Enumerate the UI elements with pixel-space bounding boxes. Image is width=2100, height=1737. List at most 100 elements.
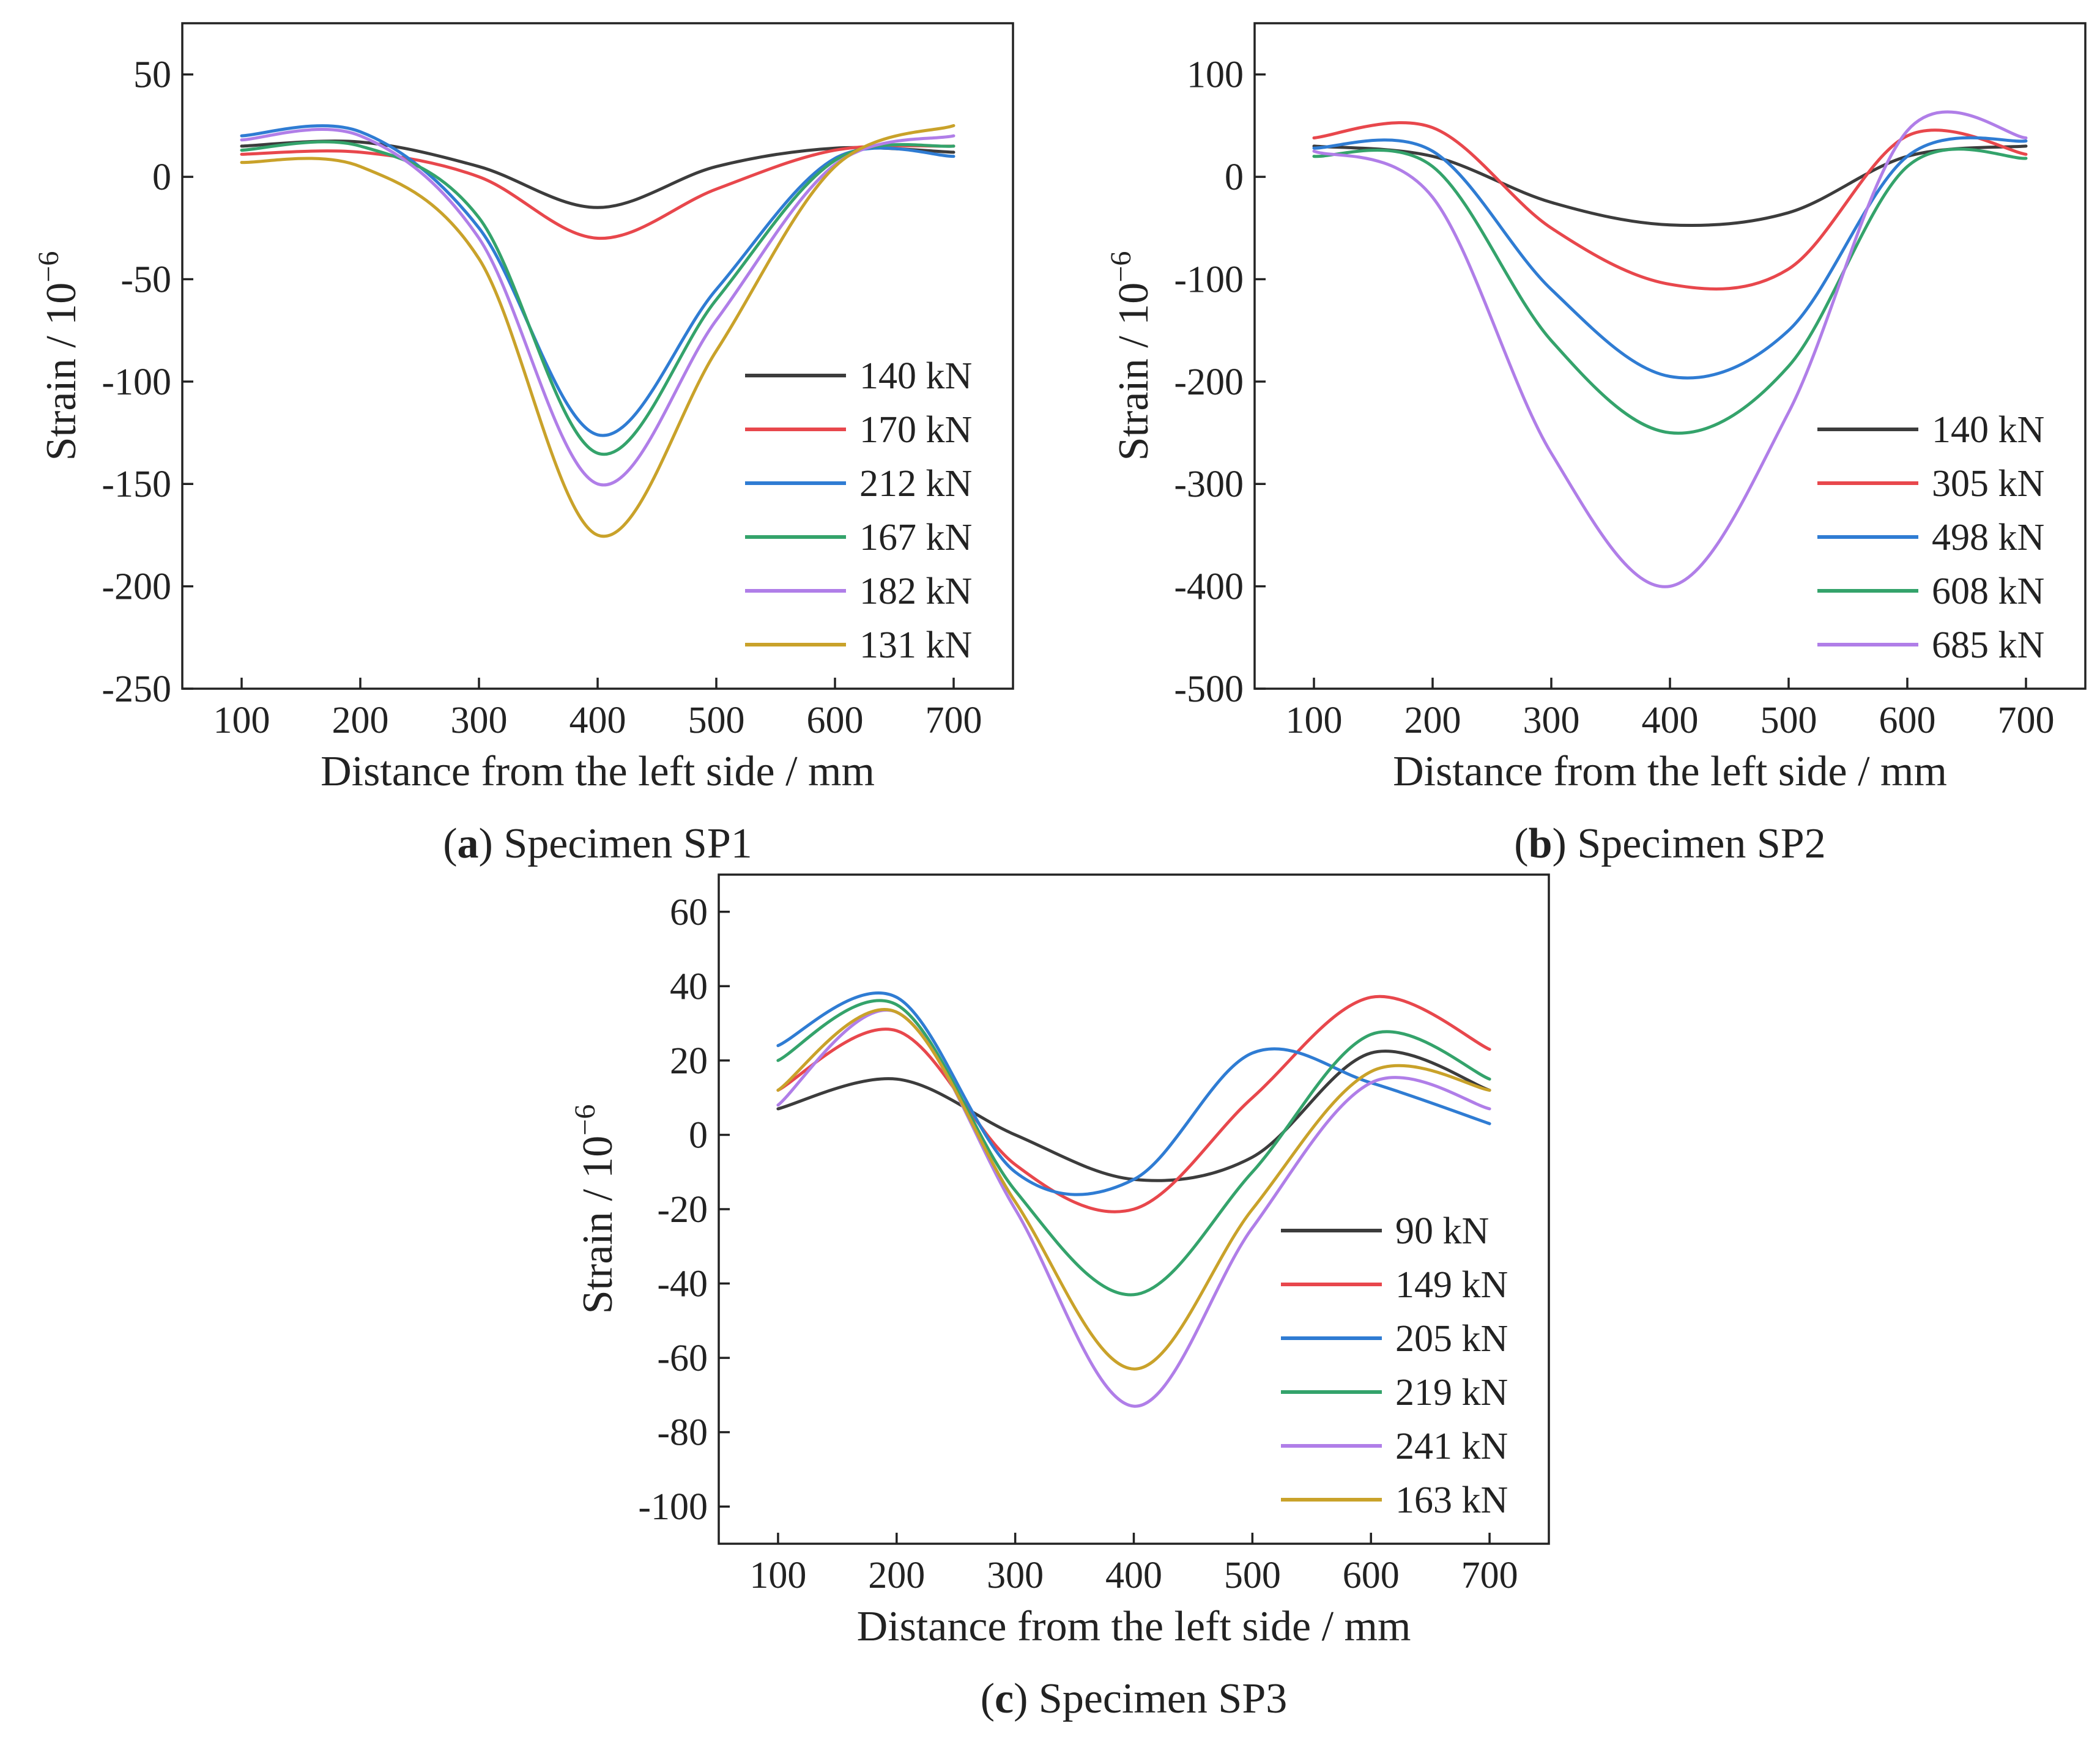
legend: 140 kN 305 kN 498 kN 608 kN 685 kN xyxy=(1817,409,2044,666)
caption-letter: a xyxy=(458,820,479,867)
legend-label: 170 kN xyxy=(859,409,972,451)
series-line-219-kN xyxy=(776,999,1491,1297)
x-tick-label: 400 xyxy=(1642,700,1699,741)
x-tick-label: 700 xyxy=(926,700,982,741)
series-line-90-kN xyxy=(776,1050,1491,1182)
x-tick-label: 100 xyxy=(213,700,270,741)
legend-label: 163 kN xyxy=(1395,1480,1508,1521)
y-tick-label: 40 xyxy=(670,966,708,1007)
y-axis-label: Strain / 10−6 xyxy=(32,251,85,461)
y-tick-label: -20 xyxy=(657,1189,708,1231)
x-tick-label: 300 xyxy=(451,700,508,741)
legend-label: 149 kN xyxy=(1395,1264,1508,1306)
legend-label: 205 kN xyxy=(1395,1318,1508,1360)
series-line-167-kN xyxy=(240,140,955,456)
legend: 140 kN 170 kN 212 kN 167 kN 182 kN 131 kN xyxy=(745,355,972,666)
y-tick-label: 50 xyxy=(133,54,171,96)
panel-caption: (b) Specimen SP2 xyxy=(1514,820,1825,867)
legend-label: 608 kN xyxy=(1932,571,2044,612)
x-tick-label: 400 xyxy=(570,700,626,741)
y-tick-label: 100 xyxy=(1187,54,1244,96)
y-tick-label: 20 xyxy=(670,1040,708,1082)
y-tick-label: -400 xyxy=(1174,566,1244,608)
x-tick-label: 200 xyxy=(868,1555,925,1596)
x-tick-label: 700 xyxy=(1998,700,2055,741)
series-line-131-kN xyxy=(240,124,955,538)
y-axis-label-main: Strain / 10 xyxy=(574,1136,621,1314)
y-tick-label: -40 xyxy=(657,1264,708,1305)
caption-letter: b xyxy=(1529,820,1553,867)
legend-label: 498 kN xyxy=(1932,517,2044,558)
x-tick-label: 300 xyxy=(1523,700,1580,741)
y-axis-label-main: Strain / 10 xyxy=(38,283,85,461)
legend-label: 212 kN xyxy=(859,463,972,505)
panel-caption: (c) Specimen SP3 xyxy=(981,1675,1288,1722)
y-tick-label: -200 xyxy=(1174,361,1244,403)
x-tick-label: 100 xyxy=(749,1555,806,1596)
series-line-205-kN xyxy=(776,991,1491,1196)
legend: 90 kN 149 kN 205 kN 219 kN 241 kN 163 kN xyxy=(1281,1210,1508,1521)
series-line-212-kN xyxy=(240,124,955,437)
y-tick-label: -300 xyxy=(1174,464,1244,505)
legend-label: 140 kN xyxy=(859,355,972,397)
series-line-685-kN xyxy=(1312,110,2028,588)
y-tick-label: -500 xyxy=(1174,669,1244,710)
x-axis-label: Distance from the left side / mm xyxy=(1393,748,1947,795)
series-line-608-kN xyxy=(1312,147,2028,435)
chart-panel-a: 100 200 300 400 500 600 700500-50-100-150-200-… xyxy=(32,22,1014,867)
x-tick-label: 600 xyxy=(1879,700,1936,741)
legend-label: 140 kN xyxy=(1932,409,2044,451)
series-line-182-kN xyxy=(240,128,955,487)
x-tick-label: 300 xyxy=(987,1555,1044,1596)
y-tick-label: -100 xyxy=(638,1486,708,1528)
caption-letter: c xyxy=(995,1675,1014,1722)
x-tick-label: 600 xyxy=(807,700,864,741)
y-axis-label: Strain / 10−6 xyxy=(1105,251,1157,461)
x-tick-label: 500 xyxy=(1224,1555,1281,1596)
x-axis-label: Distance from the left side / mm xyxy=(321,748,875,795)
x-tick-label: 100 xyxy=(1286,700,1343,741)
caption-text: Specimen SP2 xyxy=(1567,820,1826,867)
series-line-149-kN xyxy=(776,994,1491,1213)
series-line-163-kN xyxy=(776,1008,1491,1371)
series-line-498-kN xyxy=(1312,136,2028,380)
legend-label: 167 kN xyxy=(859,517,972,558)
legend-label: 182 kN xyxy=(859,571,972,612)
legend-label: 685 kN xyxy=(1932,624,2044,666)
panel-caption: (a) Specimen SP1 xyxy=(443,820,752,867)
chart-panel-c: 100 200 300 400 500 600 7006040200-20-40-60-80… xyxy=(569,873,1550,1722)
y-axis-label-main: Strain / 10 xyxy=(1110,283,1157,461)
y-tick-label: -60 xyxy=(657,1338,708,1379)
legend-label: 131 kN xyxy=(859,624,972,666)
chart-panel-b: 100 200 300 400 500 600 700 100 0 -100 -200 -300 -40… xyxy=(1105,22,2087,867)
y-tick-label: 0 xyxy=(1225,157,1244,198)
y-axis-label-exponent: −6 xyxy=(1105,251,1137,283)
x-tick-label: 200 xyxy=(1404,700,1461,741)
x-tick-label: 500 xyxy=(688,700,745,741)
y-tick-label: -200 xyxy=(102,566,171,608)
y-tick-label: -250 xyxy=(102,669,171,710)
x-tick-label: 200 xyxy=(332,700,389,741)
y-tick-label: 60 xyxy=(670,892,708,933)
y-tick-label: -150 xyxy=(102,464,171,505)
legend-label: 90 kN xyxy=(1395,1210,1489,1252)
x-axis-label: Distance from the left side / mm xyxy=(857,1603,1411,1650)
y-axis-label: Strain / 10−6 xyxy=(569,1105,621,1314)
series-line-140-kN xyxy=(240,139,955,209)
y-axis-label-exponent: −6 xyxy=(32,251,65,283)
series-line-170-kN xyxy=(240,144,955,240)
y-axis-label-exponent: −6 xyxy=(569,1105,601,1136)
x-tick-label: 500 xyxy=(1761,700,1817,741)
y-tick-label: 0 xyxy=(689,1114,708,1156)
series-line-305-kN xyxy=(1312,121,2028,291)
legend-label: 305 kN xyxy=(1932,463,2044,505)
caption-text: Specimen SP1 xyxy=(493,820,752,867)
x-tick-label: 600 xyxy=(1343,1555,1400,1596)
y-tick-label: -50 xyxy=(121,259,171,300)
x-tick-label: 700 xyxy=(1461,1555,1518,1596)
legend-label: 241 kN xyxy=(1395,1426,1508,1467)
x-tick-label: 400 xyxy=(1105,1555,1162,1596)
legend-label: 219 kN xyxy=(1395,1372,1508,1413)
caption-text: Specimen SP3 xyxy=(1028,1675,1287,1722)
